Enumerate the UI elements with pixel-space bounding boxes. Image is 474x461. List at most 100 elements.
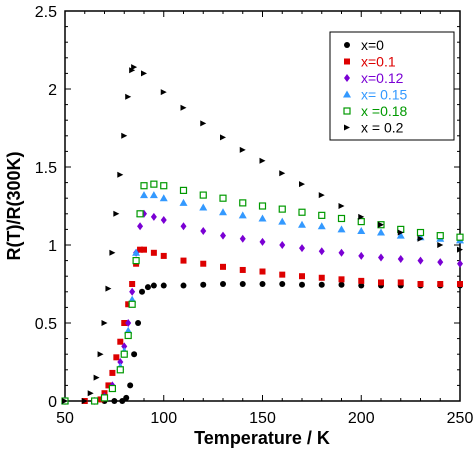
legend-label: x=0.1 [361, 54, 396, 70]
legend-marker [343, 90, 351, 98]
data-point [337, 225, 346, 233]
data-point [279, 170, 286, 177]
y-axis-title: R(T)/R(300K) [4, 151, 24, 260]
data-point [358, 251, 365, 260]
data-point [220, 231, 226, 240]
data-point [417, 256, 424, 265]
data-point [160, 89, 167, 96]
data-point [397, 255, 404, 264]
data-point [109, 249, 116, 256]
data-point [116, 366, 124, 374]
legend-box [329, 31, 455, 141]
data-point [131, 64, 138, 71]
data-point [132, 257, 140, 265]
data-point [358, 282, 365, 289]
data-point [180, 222, 187, 231]
data-point [397, 279, 404, 286]
data-point [149, 191, 158, 199]
data-point [199, 203, 208, 211]
data-point [180, 257, 187, 264]
data-point [129, 281, 136, 287]
data-point [125, 93, 132, 100]
data-point [378, 221, 384, 228]
data-point [105, 382, 112, 389]
data-point [129, 67, 136, 74]
data-point [219, 208, 227, 216]
data-point [239, 146, 246, 153]
data-point [397, 229, 404, 236]
data-point [132, 248, 141, 256]
x-tick-label: 100 [150, 410, 177, 427]
data-point [318, 274, 325, 281]
data-point [100, 394, 109, 402]
data-point [259, 268, 266, 275]
series-2 [62, 209, 463, 405]
data-point [299, 181, 305, 188]
data-point [437, 281, 444, 287]
data-point [219, 194, 227, 202]
data-point [259, 281, 266, 287]
data-point [298, 208, 306, 216]
data-point [125, 319, 132, 327]
data-point [128, 300, 136, 308]
legend-marker [343, 107, 351, 115]
data-point [113, 354, 120, 361]
data-point [299, 244, 305, 253]
y-tick-label: 0.5 [35, 316, 57, 333]
data-point [338, 281, 345, 288]
data-point [338, 203, 345, 209]
data-point [124, 331, 132, 340]
data-point [417, 281, 424, 287]
data-point [91, 397, 99, 405]
data-points [61, 64, 464, 405]
data-point [457, 259, 463, 268]
data-point [97, 396, 104, 403]
data-point [239, 266, 246, 273]
data-point [318, 247, 325, 256]
data-point [457, 281, 463, 287]
data-point [437, 242, 444, 248]
data-point [137, 222, 144, 231]
data-point [160, 252, 167, 259]
data-point [337, 214, 346, 223]
data-point [200, 226, 207, 235]
data-point [105, 285, 112, 292]
y-tick-label: 0 [48, 394, 57, 411]
data-point [437, 258, 444, 267]
data-point [299, 273, 305, 280]
x-tick-label: 50 [56, 410, 74, 427]
data-point [160, 216, 167, 225]
data-point [436, 232, 444, 240]
data-point [220, 263, 226, 270]
data-point [179, 186, 188, 194]
data-point [358, 277, 365, 284]
data-point [121, 132, 128, 139]
series-4 [61, 180, 464, 405]
data-point [279, 281, 286, 287]
data-point [135, 320, 142, 326]
data-point [417, 235, 424, 242]
legend-marker [344, 124, 350, 131]
data-point [378, 279, 384, 286]
data-point [258, 202, 267, 210]
data-point [220, 134, 226, 141]
data-point [117, 338, 124, 345]
data-point [239, 281, 246, 287]
legend-label: x = 0.2 [361, 120, 404, 136]
data-point [93, 374, 100, 381]
data-point [200, 281, 207, 288]
data-point [140, 182, 148, 190]
data-point [113, 210, 120, 217]
legend-marker [344, 74, 350, 82]
data-point [121, 320, 128, 326]
data-point [200, 260, 207, 267]
data-point [109, 369, 116, 376]
data-point [299, 281, 305, 288]
data-point [239, 199, 247, 207]
data-point [150, 212, 157, 221]
data-point [62, 398, 68, 404]
data-point [456, 233, 464, 241]
data-point [117, 171, 124, 178]
data-point [108, 384, 117, 393]
